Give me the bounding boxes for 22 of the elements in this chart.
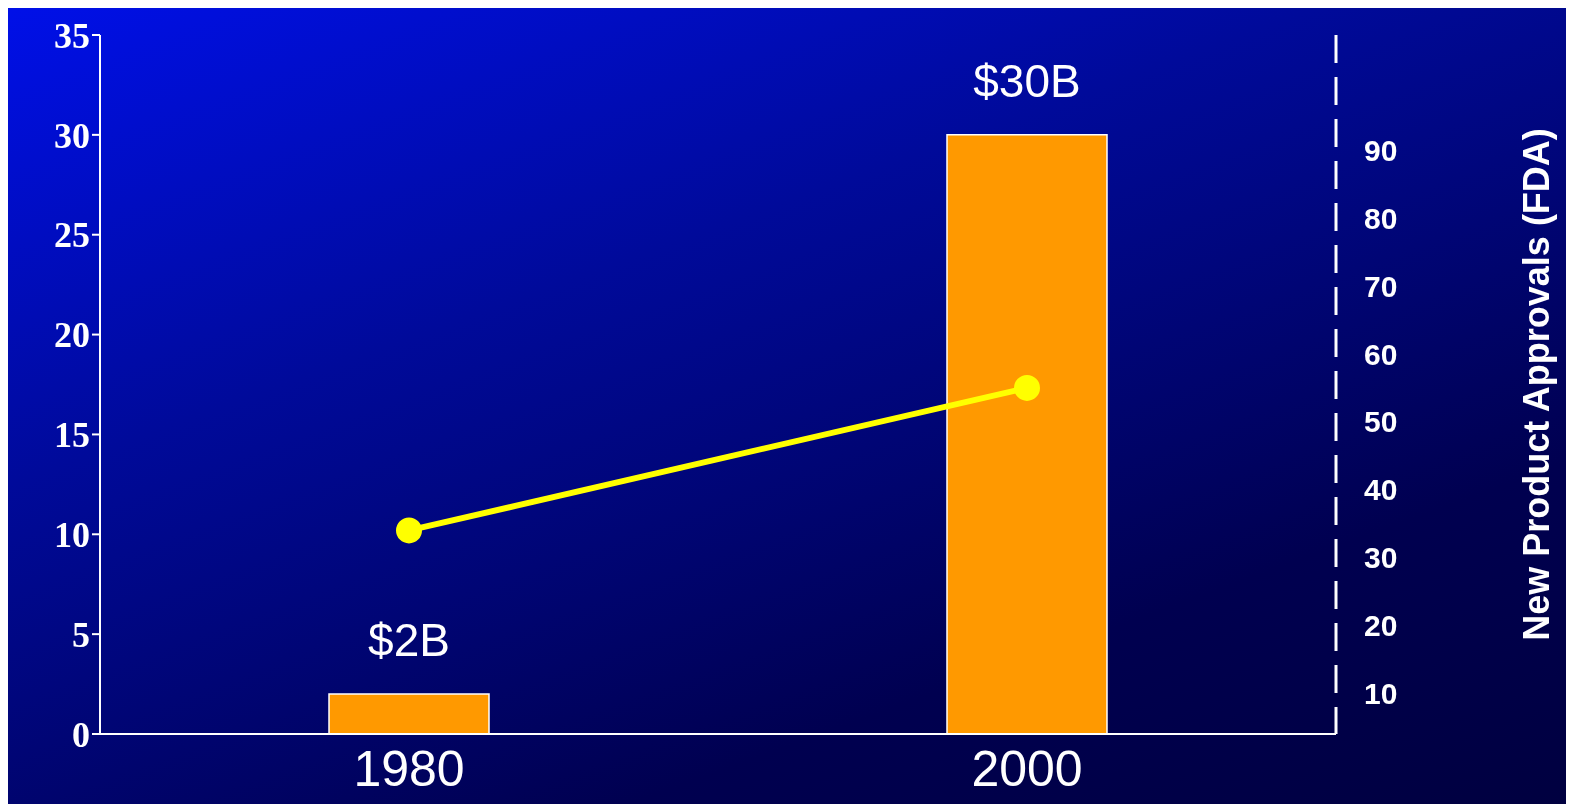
x-tick-label: 1980 [353,740,465,797]
y-tick-label: 25 [54,215,90,256]
y-tick-label: 20 [54,315,90,356]
y-tick-label: 5 [72,614,90,655]
x-tick-label: 2000 [971,740,1083,797]
y2-tick-label: 50 [1364,405,1398,439]
y-tick-label: 35 [54,15,90,56]
y-tick-label: 15 [54,415,90,456]
y2-tick-label: 30 [1364,541,1398,575]
y2-tick-label: 80 [1364,201,1398,235]
y2-tick-label: 20 [1364,609,1398,643]
y2-tick-label: 10 [1364,676,1398,710]
data-label: $30B [973,54,1081,107]
y2-tick-label: 90 [1364,134,1398,168]
y2-tick-label: 70 [1364,269,1398,303]
data-label: $2B [368,614,450,667]
y-tick-label: 0 [72,714,90,755]
y2-tick-label: 40 [1364,473,1398,507]
y2-axis-title: New Product Approvals (FDA) [1515,128,1557,641]
y-tick-label: 10 [54,515,90,556]
y-tick-label: 30 [54,115,90,156]
y2-tick-label: 60 [1364,337,1398,371]
